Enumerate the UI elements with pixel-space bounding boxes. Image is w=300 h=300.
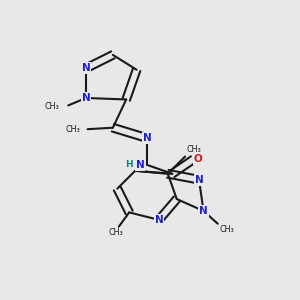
Text: N: N (195, 175, 203, 185)
Text: CH₃: CH₃ (45, 102, 59, 111)
Text: N: N (154, 215, 163, 225)
Text: N: N (82, 93, 91, 103)
Text: N: N (82, 63, 91, 73)
Text: CH₃: CH₃ (187, 145, 201, 154)
Text: CH₃: CH₃ (108, 228, 123, 237)
Text: CH₃: CH₃ (65, 125, 80, 134)
Text: N: N (136, 160, 144, 170)
Text: H: H (125, 160, 132, 169)
Text: N: N (143, 133, 152, 143)
Text: O: O (194, 154, 202, 164)
Text: N: N (199, 206, 208, 216)
Text: CH₃: CH₃ (219, 225, 234, 234)
